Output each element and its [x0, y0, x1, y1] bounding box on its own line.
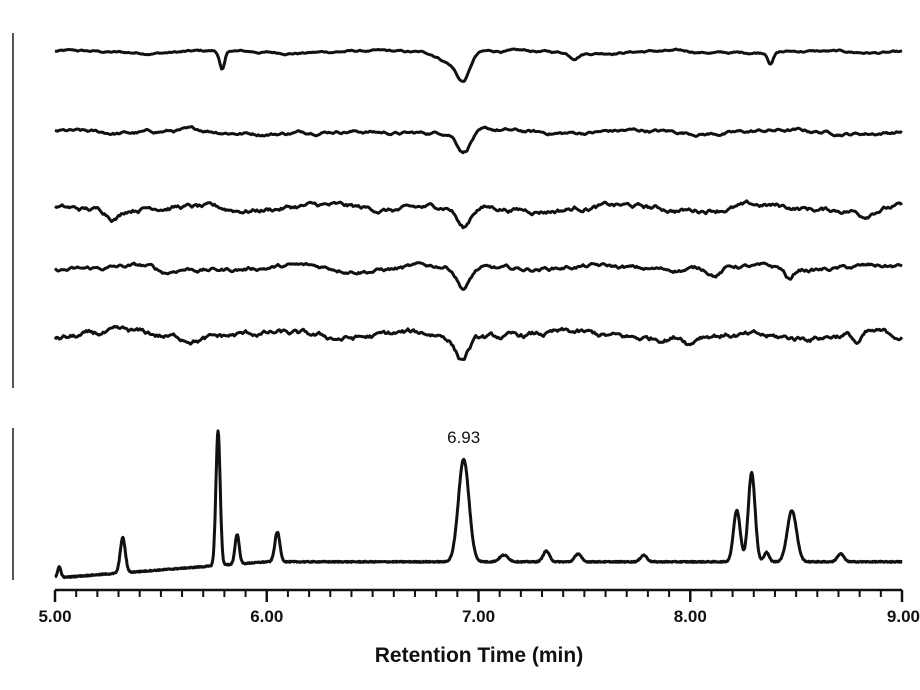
x-tick-label: 7.00 — [462, 607, 495, 626]
top-trace-1 — [54, 47, 903, 83]
top-panel-traces — [53, 47, 904, 361]
x-tick-label: 5.00 — [38, 607, 71, 626]
top-trace-3 — [54, 199, 903, 230]
bottom-trace-line — [54, 429, 903, 580]
x-tick-label: 9.00 — [887, 607, 920, 626]
x-axis-ticks: 5.00 6.00 7.00 8.00 9.00 — [38, 590, 920, 626]
x-tick-label: 6.00 — [250, 607, 283, 626]
peak-label: 6.93 — [447, 428, 480, 447]
top-trace-2 — [54, 125, 903, 155]
x-tick-label: 8.00 — [674, 607, 707, 626]
top-trace-4 — [53, 261, 903, 291]
top-trace-5 — [53, 324, 904, 361]
bottom-panel-trace — [54, 429, 903, 580]
x-axis-title: Retention Time (min) — [375, 644, 583, 667]
